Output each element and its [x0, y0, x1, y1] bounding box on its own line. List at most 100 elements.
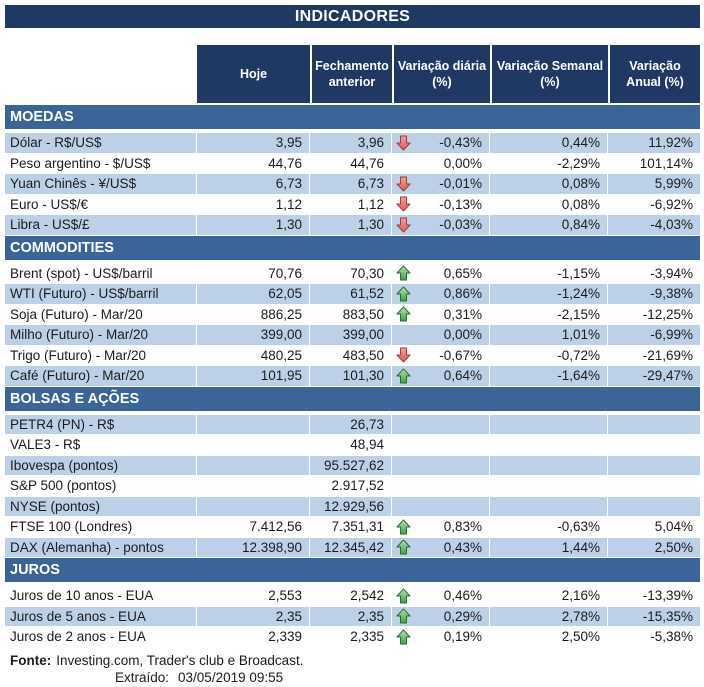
indicator-label: Milho (Futuro) - Mar/20	[5, 325, 197, 345]
hoje-value-text: 62,05	[268, 286, 302, 302]
variacao-semanal-value: 1,01%	[490, 325, 608, 345]
hoje-value	[197, 435, 310, 455]
table-body: MOEDAS Dólar - R$/US$ 3,95 3,96 -0,43% 0,44% 1…	[5, 105, 704, 648]
hoje-value: 2,553	[197, 586, 310, 606]
section-header: BOLSAS E AÇÕES	[5, 386, 700, 411]
indicator-label-text: Dólar - R$/US$	[10, 135, 102, 151]
fechamento-anterior-value: 101,30	[310, 366, 392, 386]
variacao-semanal-value-text: 0,08%	[561, 176, 600, 192]
variacao-semanal-value: -2,29%	[490, 153, 608, 173]
variacao-anual-value-text: 5,04%	[654, 519, 693, 535]
variacao-diaria-value	[392, 496, 490, 516]
hoje-value-text: 44,76	[268, 155, 302, 171]
down-arrow	[396, 134, 411, 151]
variacao-diaria-value-text: 0,19%	[443, 629, 482, 645]
variacao-anual-value: -5,38%	[608, 627, 700, 647]
fechamento-anterior-value: 2.917,52	[310, 476, 392, 496]
hoje-value-text: 399,00	[260, 327, 302, 343]
table-row: VALE3 - R$ 48,94	[5, 435, 704, 456]
variacao-anual-value: -29,47%	[608, 366, 700, 386]
table-row: Café (Futuro) - Mar/20 101,95 101,30 0,64% -…	[5, 366, 704, 387]
variacao-diaria-value: 0,64%	[392, 366, 490, 386]
variacao-diaria-value-text: 0,64%	[443, 368, 482, 384]
indicator-label: Yuan Chinês - ¥/US$	[5, 174, 197, 194]
up-arrow	[396, 539, 411, 556]
down-arrow	[396, 196, 411, 213]
variacao-anual-value	[608, 455, 700, 475]
column-header-variacao-diaria: Variação diária (%)	[392, 45, 490, 103]
hoje-value: 44,76	[197, 153, 310, 173]
variacao-semanal-value	[490, 476, 608, 496]
indicator-label-text: Peso argentino - $/US$	[10, 155, 151, 171]
indicator-label-text: Ibovespa (pontos)	[10, 457, 119, 473]
variacao-diaria-value-text: 0,83%	[443, 519, 482, 535]
hoje-value	[197, 496, 310, 516]
table-row: S&P 500 (pontos) 2.917,52	[5, 476, 704, 497]
indicator-label-text: Euro - US$/€	[10, 196, 89, 212]
indicator-label: FTSE 100 (Londres)	[5, 517, 197, 537]
variacao-anual-value	[608, 496, 700, 516]
indicator-label: Juros de 10 anos - EUA	[5, 586, 197, 606]
extracted-label: Extraído:	[115, 669, 170, 685]
indicator-label: Ibovespa (pontos)	[5, 455, 197, 475]
variacao-anual-value	[608, 435, 700, 455]
indicator-label: Euro - US$/€	[5, 194, 197, 214]
hoje-value: 101,95	[197, 366, 310, 386]
fechamento-anterior-value-text: 883,50	[342, 306, 384, 322]
variacao-anual-value: -12,25%	[608, 305, 700, 325]
fechamento-anterior-value-text: 1,30	[357, 217, 384, 233]
up-arrow	[396, 587, 411, 604]
table-row: Trigo (Futuro) - Mar/20 480,25 483,50 -0,67…	[5, 345, 704, 366]
variacao-diaria-value-text: 0,86%	[443, 286, 482, 302]
section-rows: PETR4 (PN) - R$ 26,73 VALE3 - R$ 48,94 Ibove…	[5, 414, 704, 558]
variacao-anual-value: -3,94%	[608, 264, 700, 284]
variacao-anual-value: -4,03%	[608, 215, 700, 235]
hoje-value: 2,35	[197, 606, 310, 626]
variacao-anual-value	[608, 476, 700, 496]
hoje-value	[197, 476, 310, 496]
variacao-diaria-value	[392, 414, 490, 434]
fechamento-anterior-value: 2,35	[310, 606, 392, 626]
hoje-value-text: 2,35	[275, 608, 302, 624]
fechamento-anterior-value: 1,30	[310, 215, 392, 235]
indicator-label-text: NYSE (pontos)	[10, 498, 101, 514]
variacao-diaria-value: 0,19%	[392, 627, 490, 647]
table-row: Juros de 10 anos - EUA 2,553 2,542 0,46% 2,1…	[5, 586, 704, 607]
hoje-value-text: 3,95	[275, 135, 302, 151]
table-row: Juros de 5 anos - EUA 2,35 2,35 0,29% 2,78% -…	[5, 606, 704, 627]
variacao-anual-value-text: -6,99%	[650, 327, 693, 343]
indicator-label-text: VALE3 - R$	[10, 437, 81, 453]
footer: Fonte: Investing.com, Trader's club e Br…	[5, 652, 704, 686]
indicator-label: Juros de 5 anos - EUA	[5, 606, 197, 626]
variacao-anual-value: -6,99%	[608, 325, 700, 345]
indicator-label: VALE3 - R$	[5, 435, 197, 455]
variacao-semanal-value-text: 1,01%	[561, 327, 600, 343]
variacao-anual-value-text: 101,14%	[639, 155, 693, 171]
indicator-label: DAX (Alemanha) - pontos	[5, 537, 197, 557]
variacao-anual-value-text: -5,38%	[650, 629, 693, 645]
up-arrow	[396, 608, 411, 625]
fechamento-anterior-value-text: 70,30	[350, 265, 384, 281]
variacao-semanal-value-text: 0,08%	[561, 196, 600, 212]
section-header: JUROS	[5, 558, 700, 582]
variacao-anual-value	[608, 414, 700, 434]
variacao-diaria-value-text: -0,67%	[439, 347, 482, 363]
hoje-value-text: 7.412,56	[249, 519, 302, 535]
table-row: Peso argentino - $/US$ 44,76 44,76 0,00% -2,…	[5, 153, 704, 174]
variacao-semanal-value	[490, 455, 608, 475]
fechamento-anterior-value: 61,52	[310, 284, 392, 304]
fechamento-anterior-value: 26,73	[310, 414, 392, 434]
fechamento-anterior-value: 12.929,56	[310, 496, 392, 516]
table-row: Dólar - R$/US$ 3,95 3,96 -0,43% 0,44% 11,92%	[5, 133, 704, 154]
indicator-label-text: Café (Futuro) - Mar/20	[10, 368, 145, 384]
indicator-label-text: Juros de 2 anos - EUA	[10, 629, 146, 645]
hoje-value-text: 1,12	[275, 196, 302, 212]
table-row: Brent (spot) - US$/barril 70,76 70,30 0,65%…	[5, 263, 704, 284]
indicator-label: Brent (spot) - US$/barril	[5, 263, 197, 283]
indicator-label: Soja (Futuro) - Mar/20	[5, 304, 197, 324]
variacao-anual-value-text: -3,94%	[650, 265, 693, 281]
down-arrow-icon	[396, 196, 411, 212]
variacao-semanal-value-text: 0,84%	[561, 217, 600, 233]
variacao-anual-value-text: 5,99%	[654, 176, 693, 192]
variacao-semanal-value: 0,44%	[490, 133, 608, 153]
